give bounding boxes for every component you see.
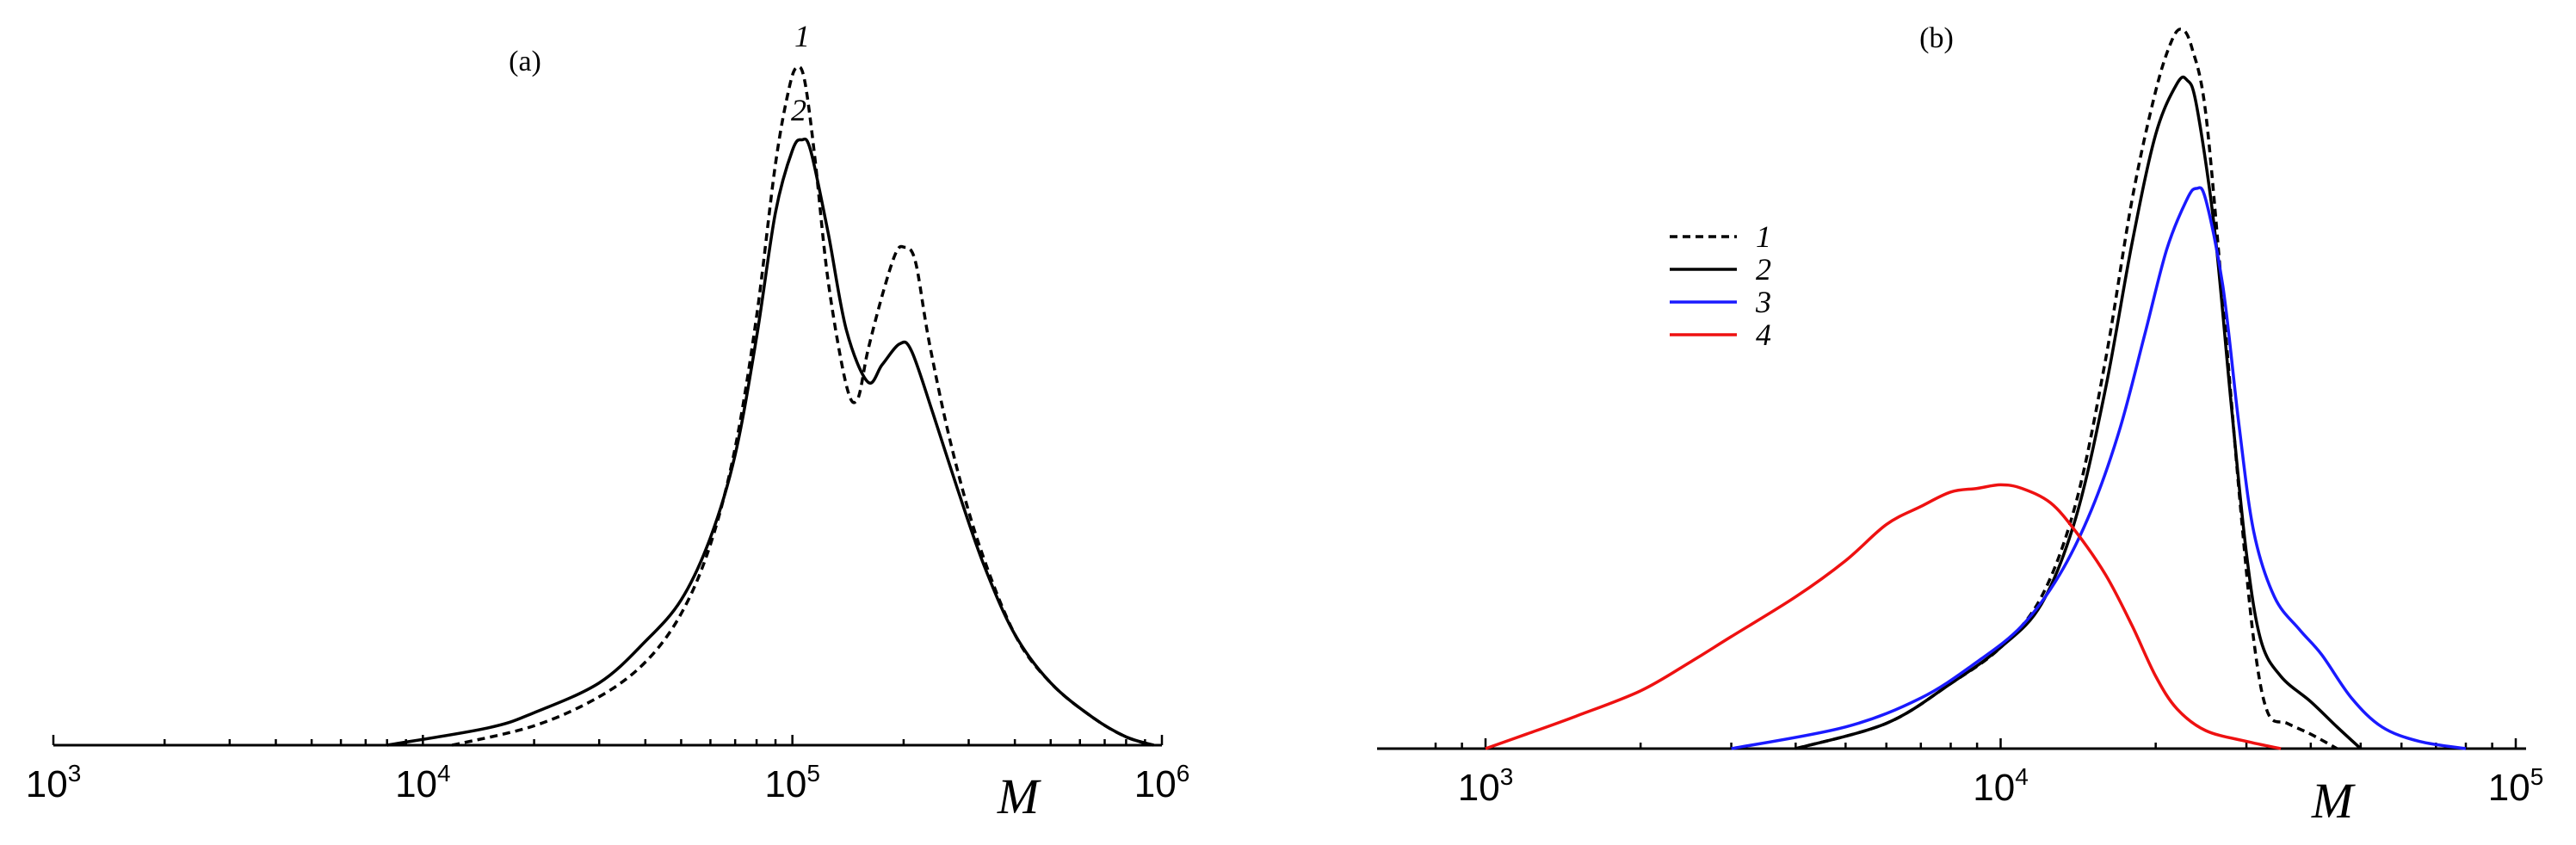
- x-tick-label: 106: [1134, 760, 1190, 805]
- curve-label-2: 2: [791, 93, 806, 127]
- x-axis-label-a: M: [997, 768, 1041, 824]
- tick-label-base: 10: [395, 763, 437, 805]
- panel-title-b: (b): [1919, 22, 1954, 54]
- x-tick-label: 104: [395, 760, 451, 805]
- x-tick-label: 103: [26, 760, 82, 805]
- legend-label-3: 3: [1755, 285, 1771, 319]
- x-axis-label-b: M: [2311, 773, 2356, 829]
- tick-label-exponent: 5: [806, 760, 820, 786]
- tick-label-exponent: 3: [68, 760, 82, 786]
- x-tick-label: 105: [2488, 763, 2544, 809]
- panel-title-a: (a): [509, 46, 541, 77]
- tick-label-exponent: 4: [437, 760, 451, 786]
- tick-label-base: 10: [1134, 763, 1177, 805]
- legend-label-4: 4: [1756, 318, 1771, 352]
- x-tick-label: 103: [1458, 763, 1514, 809]
- series-line-4: [1485, 483, 2282, 750]
- legend-label-1: 1: [1756, 219, 1771, 254]
- x-ticks-a: 103 104 105 106: [26, 735, 1190, 805]
- series-line-1: [1795, 28, 2338, 750]
- x-tick-label: 104: [1973, 763, 2029, 809]
- curve-labels-a: 1 2: [791, 19, 810, 127]
- tick-label-base: 10: [764, 763, 806, 805]
- tick-label-exponent: 3: [1500, 763, 1514, 790]
- series-line-2: [1795, 75, 2362, 750]
- tick-label-exponent: 5: [2530, 763, 2544, 790]
- panel-a: (a) M 103 104 105 106 1 2: [26, 19, 1190, 824]
- x-tick-label: 105: [764, 760, 820, 805]
- tick-label-base: 10: [1973, 767, 2015, 809]
- series-line-1: [451, 65, 1154, 747]
- series-group-b: [1485, 28, 2467, 750]
- legend-label-2: 2: [1756, 252, 1771, 287]
- tick-label-base: 10: [2488, 767, 2530, 809]
- series-group-a: [386, 65, 1154, 747]
- series-line-2: [386, 137, 1154, 747]
- tick-label-base: 10: [26, 763, 68, 805]
- curve-label-1: 1: [794, 19, 810, 53]
- x-ticks-b: 103 104 105: [1434, 738, 2544, 809]
- tick-label-exponent: 6: [1177, 760, 1190, 786]
- tick-label-base: 10: [1458, 767, 1500, 809]
- series-line-3: [1731, 186, 2467, 750]
- tick-label-exponent: 4: [2015, 763, 2029, 790]
